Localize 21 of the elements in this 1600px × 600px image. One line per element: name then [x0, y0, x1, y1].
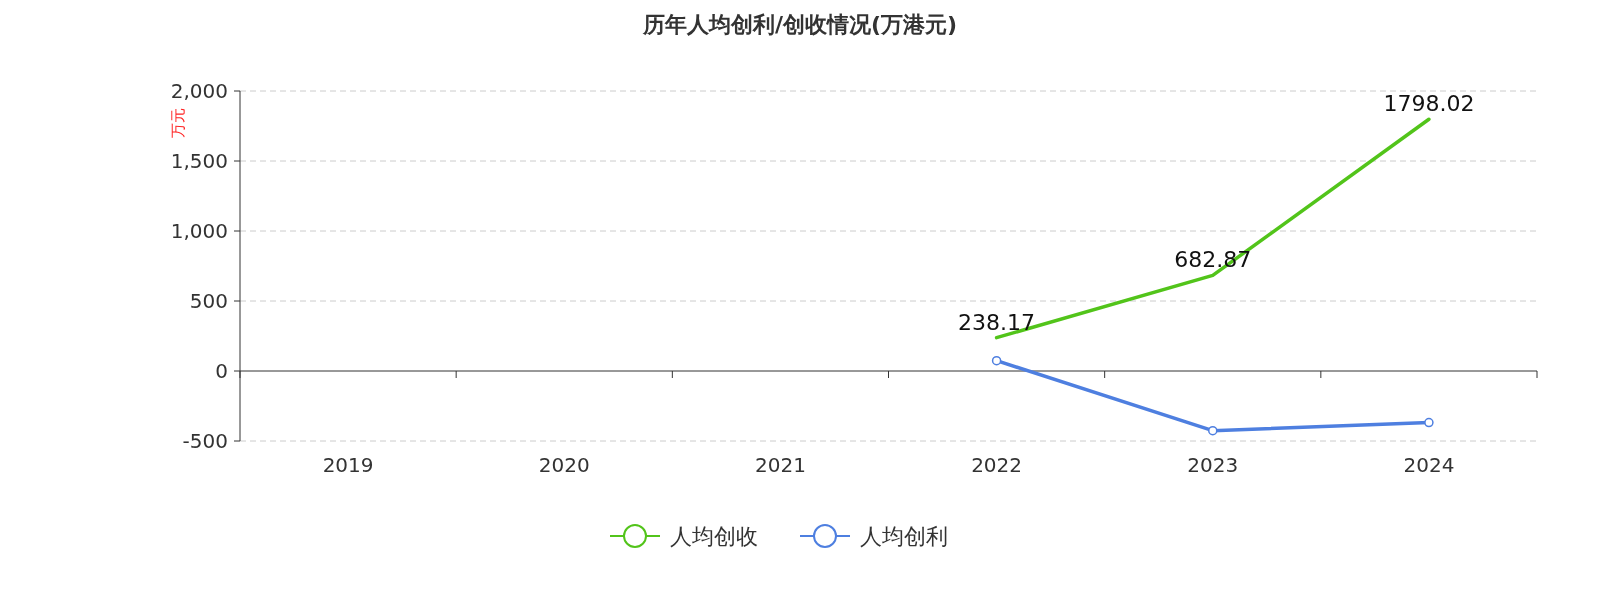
x-tick-label: 2021 — [754, 453, 806, 477]
y-tick-label: 1,500 — [170, 149, 228, 173]
x-tick-label: 2022 — [971, 453, 1023, 477]
point — [991, 355, 1002, 366]
y-tick-label: 0 — [215, 359, 228, 383]
y-tick-label: 2,000 — [170, 79, 228, 103]
legend-label: 人均创收 — [670, 524, 758, 549]
y-tick-label: 500 — [189, 289, 228, 313]
y-tick-label: -500 — [182, 429, 228, 453]
legend-label: 人均创利 — [860, 524, 948, 549]
x-tick-label: 2019 — [322, 453, 374, 477]
point — [1424, 417, 1434, 428]
x-tick-label: 2024 — [1403, 453, 1455, 477]
data-label: 1798.02 — [1383, 91, 1475, 117]
x-tick-label: 2020 — [538, 453, 590, 477]
chart-title: 历年人均创利/创收情况(万港元) — [641, 12, 958, 37]
data-label: 238.17 — [958, 309, 1036, 335]
y-axis-title: 万元 — [169, 108, 187, 138]
point — [1208, 425, 1218, 436]
y-tick-label: 1,000 — [170, 219, 228, 243]
x-tick-label: 2023 — [1187, 453, 1239, 477]
